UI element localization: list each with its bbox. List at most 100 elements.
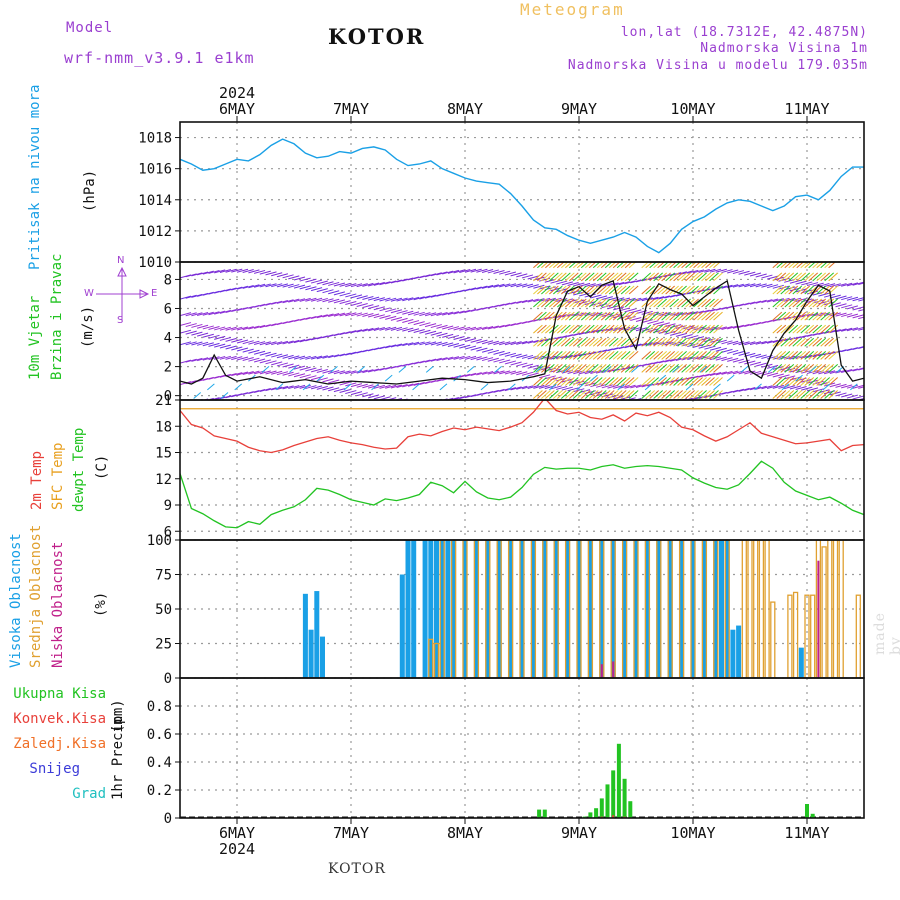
wind-storm-barb [772,390,783,399]
wind-storm-barb [628,350,639,360]
wind-barb [778,384,790,389]
wind-barb [373,367,385,372]
wind-barb [373,281,385,286]
wind-storm-barb [600,337,611,347]
wind-barb [436,341,448,346]
bottom-day-label: 10MAY [670,824,715,842]
wind-barb [863,347,864,348]
wind-barb [481,340,494,345]
wind-barb [322,298,334,303]
precip-ytick-label: 0.6 [147,727,172,743]
wind-low-barb [795,374,803,382]
wind-barb [481,326,494,331]
wind-low-barb [234,383,243,391]
wind-barb [180,359,192,364]
temp-ytick-label: 9 [164,498,172,514]
wind-storm-barb [669,364,679,373]
wind-storm-barb [649,272,660,282]
wind-barb [231,326,243,331]
wind-storm-barb [701,285,711,295]
high-cloud-bar [599,540,605,678]
wind-storm-barb [592,324,603,334]
wind-barb [801,281,813,286]
wind-barb [715,347,727,352]
wind-barb [732,283,745,288]
wind-storm-barb [624,377,635,386]
wind-low-barb [466,366,475,373]
wind-low-barb [480,383,489,391]
mid-cloud-bar [753,540,759,678]
wind-storm-barb [808,272,819,282]
wind-barb [749,370,762,375]
wind-storm-barb [608,262,617,269]
wind-barb [225,326,237,331]
wind-barb [202,342,214,347]
precip-total-bar [542,809,547,818]
wind-barb [670,357,682,362]
wind-storm-barb [596,272,607,282]
wind-storm-barb [557,390,567,399]
wind-barb [863,300,864,302]
wind-storm-barb [628,285,639,295]
wind-barb [288,355,300,360]
wind-storm-barb [808,311,819,321]
wind-barb [607,282,619,287]
wind-barb [407,311,420,316]
wind-barb [481,370,494,375]
wind-storm-barb [572,311,583,321]
wind-barb [470,356,482,361]
compass-w: W [84,288,94,299]
wind-storm-barb [641,324,652,334]
wind-barb [196,332,209,337]
precip-legend-convective: Konvek.Kisa [13,711,106,727]
wind-barb [749,272,762,277]
wind-storm-barb [665,377,675,386]
wind-barb [356,312,368,317]
wind-barb [721,325,733,330]
wind-storm-barb [788,337,799,347]
wind-barb [276,273,289,278]
wind-barb [715,268,727,273]
wind-barb [185,294,197,299]
wind-storm-barb [584,364,595,373]
mid-cloud-bar [462,540,468,678]
precip-total-bar [599,798,604,818]
wind-barb [419,381,431,385]
wind-storm-barb [588,285,599,295]
temp-series-group [180,400,864,529]
high-cloud-bar [314,591,320,678]
wind-storm-barb [693,311,703,321]
wind-storm-barb [677,350,687,360]
wind-barb [390,384,403,389]
wind-storm-barb [689,298,699,308]
wind-barb [214,335,226,340]
wind-barb [516,371,528,376]
wind-barb [191,357,203,362]
wind-barb [852,281,864,286]
wind-barb [481,348,494,353]
mid-cloud-bar [792,591,799,678]
wind-storm-barb [541,272,551,282]
wind-storm-barb [592,390,603,399]
wind-barb [328,290,340,295]
wind-barb [527,385,539,390]
wind-barb [436,324,448,329]
wind-storm-barb [572,324,583,334]
wind-barb [305,337,317,342]
wind-storm-barb [697,285,707,295]
precip-total-bar [594,808,599,818]
wind-barb [829,391,841,396]
wind-barb [271,300,283,305]
wind-storm-barb [608,324,619,334]
wind-barb [225,345,237,350]
wind-barb [499,283,511,288]
wind-storm-barb [612,285,623,295]
wind-barb [732,270,745,275]
wind-barb [208,342,220,347]
wind-barb [664,294,676,299]
wind-barb [835,383,847,388]
wind-barb [248,390,260,394]
wind-storm-barb [604,324,615,334]
wind-barb [464,268,477,273]
wind-storm-barb [584,272,595,282]
